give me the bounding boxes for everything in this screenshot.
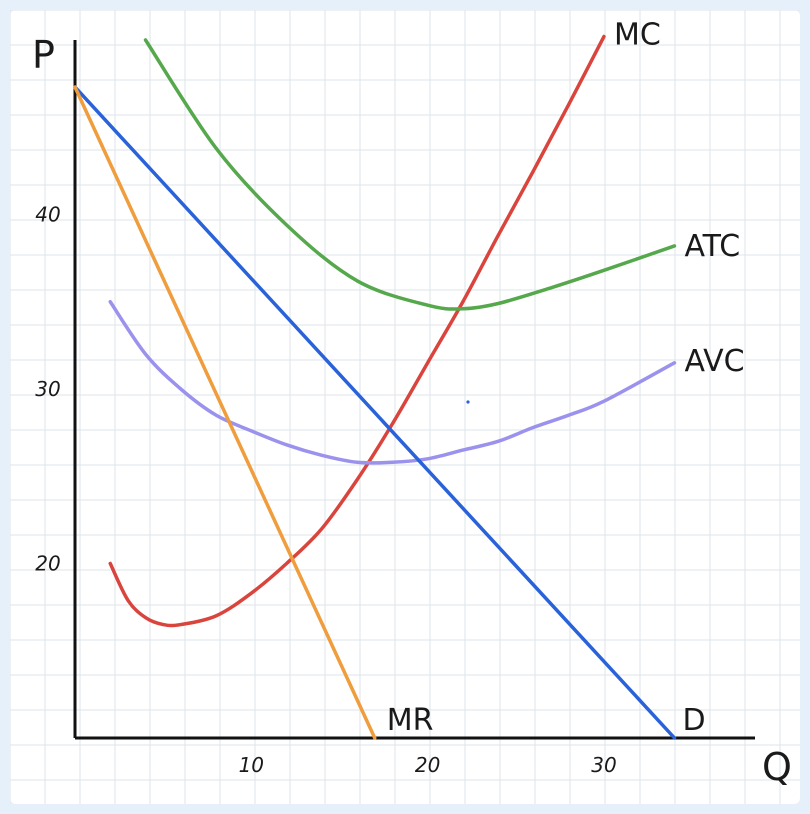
x-tick-label: 20 <box>415 753 440 777</box>
chart-frame: 10 20 30 20 30 40 MC ATC AVC D MR Q P <box>10 10 800 804</box>
stray-dot <box>466 400 470 404</box>
series-line-mc <box>108 34 606 628</box>
series-label-avc: AVC <box>684 344 744 379</box>
series-line-atc <box>143 38 677 311</box>
curves <box>73 34 677 740</box>
series-label-mc: MC <box>614 18 661 53</box>
x-tick-label: 30 <box>591 753 616 777</box>
series-line-mr <box>73 85 377 740</box>
curve-labels: MC ATC AVC D MR <box>387 18 745 738</box>
y-tick-label: 30 <box>35 377 60 401</box>
grid <box>10 10 800 804</box>
series-line-d <box>73 85 677 740</box>
y-tick-label: 20 <box>35 552 60 576</box>
axes <box>73 40 755 740</box>
x-tick-label: 10 <box>239 753 264 777</box>
x-axis-title: Q <box>762 745 792 789</box>
series-line-avc <box>108 300 677 465</box>
tick-labels: 10 20 30 20 30 40 <box>35 203 616 778</box>
series-label-mr: MR <box>387 703 434 738</box>
y-tick-label: 40 <box>35 203 60 227</box>
series-label-atc: ATC <box>684 229 740 264</box>
economics-cost-chart: 10 20 30 20 30 40 MC ATC AVC D MR Q P <box>10 10 800 804</box>
y-axis-title: P <box>32 33 55 77</box>
series-label-d: D <box>682 703 705 738</box>
